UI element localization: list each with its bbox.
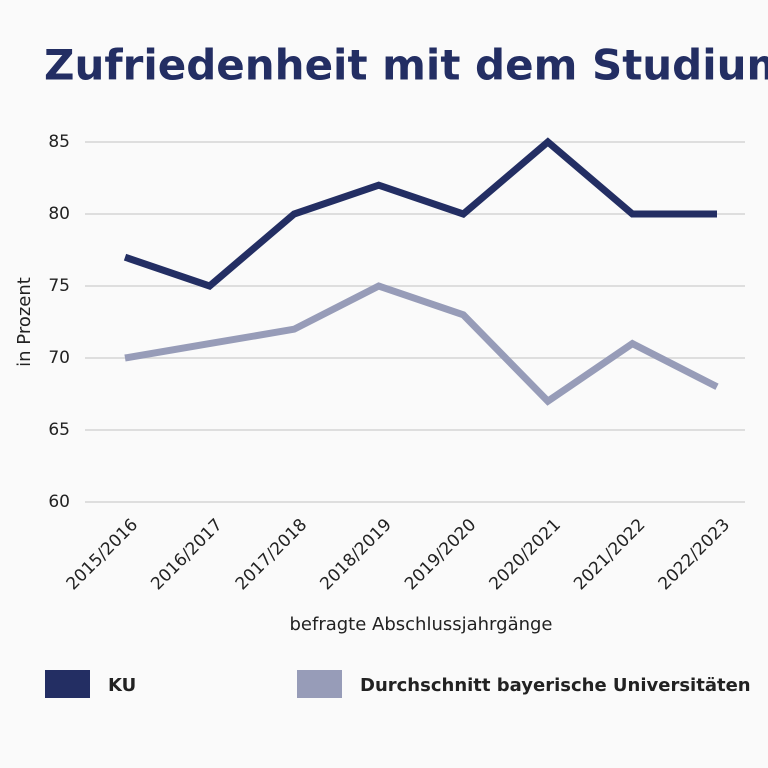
legend-swatch xyxy=(45,670,90,698)
y-tick-label: 85 xyxy=(48,132,70,152)
line xyxy=(124,282,719,406)
x-axis-label: befragte Abschlussjahrgänge xyxy=(289,614,552,635)
line xyxy=(123,137,717,290)
chart-title: Zufriedenheit mit dem Studium xyxy=(44,41,768,90)
y-tick-label: 70 xyxy=(48,348,70,368)
y-axis-label: in Prozent xyxy=(14,277,35,367)
legend-swatch xyxy=(297,670,342,698)
y-tick-label: 80 xyxy=(48,204,70,224)
y-tick-label: 60 xyxy=(48,492,70,512)
y-tick-label: 65 xyxy=(48,420,70,440)
legend-label: Durchschnitt bayerische Universitäten xyxy=(360,675,751,696)
legend-label: KU xyxy=(108,675,136,696)
y-tick-label: 75 xyxy=(48,276,70,296)
